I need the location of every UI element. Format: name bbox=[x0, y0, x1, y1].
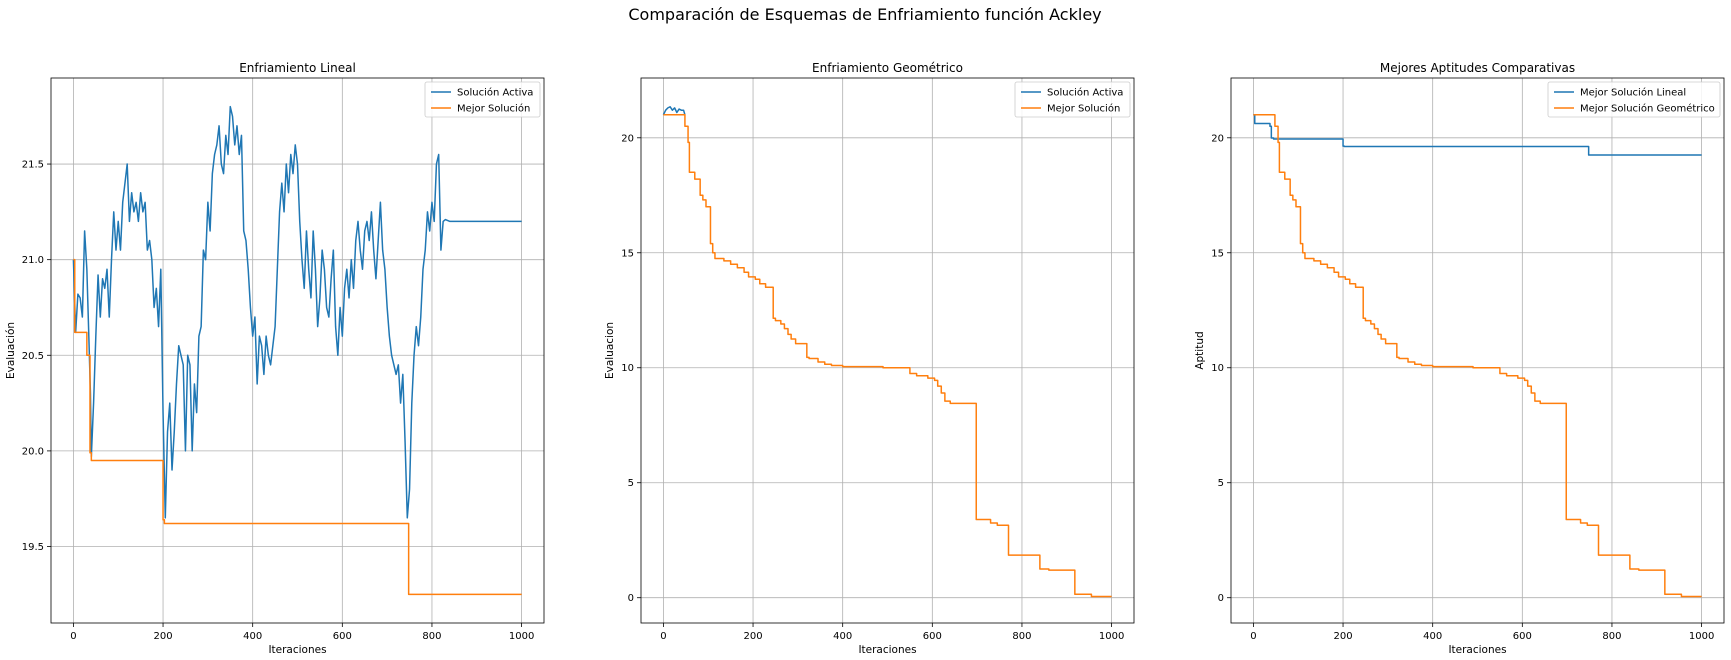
legend: Mejor Solución Lineal Mejor Solución Geom… bbox=[1547, 81, 1721, 118]
series-group bbox=[662, 105, 1112, 598]
y-tick-label: 0 bbox=[1218, 593, 1224, 604]
legend: Solución Activa Mejor Solución bbox=[1014, 81, 1131, 118]
x-tick-label: 0 bbox=[1250, 631, 1256, 642]
axes-frame bbox=[1230, 77, 1725, 624]
series-line-1 bbox=[662, 105, 686, 116]
series-line-2 bbox=[663, 114, 1112, 598]
y-tick-label: 20 bbox=[621, 133, 634, 144]
x-tick-label: 800 bbox=[422, 631, 441, 642]
x-axis-label: Iteraciones bbox=[268, 644, 326, 656]
figure-title: Comparación de Esquemas de Enfriamiento … bbox=[628, 5, 1101, 24]
chart-title: Enfriamiento Lineal bbox=[239, 61, 356, 75]
x-tick-label: 400 bbox=[243, 631, 262, 642]
y-tick-label: 20 bbox=[1211, 133, 1224, 144]
axes-frame bbox=[640, 77, 1135, 624]
axes-frame bbox=[50, 77, 545, 624]
x-tick-label: 600 bbox=[333, 631, 352, 642]
x-tick-label: 800 bbox=[1602, 631, 1621, 642]
series-line-1 bbox=[72, 105, 522, 519]
y-tick-label: 20.0 bbox=[22, 446, 44, 457]
x-tick-label: 1000 bbox=[509, 631, 534, 642]
chart-panel-1: 0 200 400 600 800 1000 19.5 20.0 20.5 21.0 21.5 Enf… bbox=[5, 61, 545, 656]
y-axis-label: Aptitud bbox=[1194, 331, 1206, 369]
y-tick-label: 10 bbox=[1211, 363, 1224, 374]
legend-box bbox=[424, 81, 541, 118]
x-tick-label: 600 bbox=[923, 631, 942, 642]
y-tick-label: 20.5 bbox=[22, 351, 44, 362]
y-tick-label: 0 bbox=[628, 593, 634, 604]
legend-entry-1: Mejor Solución Lineal bbox=[1580, 87, 1686, 99]
y-axis-label: Evaluación bbox=[5, 322, 17, 379]
chart-panel-2: 0 200 400 600 800 1000 0 5 10 15 20 Enfriamiento Ge… bbox=[604, 61, 1135, 656]
legend-entry-1: Solución Activa bbox=[457, 87, 533, 99]
legend-entry-2: Mejor Solución Geométrico bbox=[1580, 103, 1715, 115]
series-line-1 bbox=[1253, 114, 1702, 156]
legend-box bbox=[1014, 81, 1131, 118]
y-tick-label: 5 bbox=[628, 478, 634, 489]
legend: Solución Activa Mejor Solución bbox=[424, 81, 541, 118]
x-tick-label: 400 bbox=[833, 631, 852, 642]
y-tick-label: 5 bbox=[1218, 478, 1224, 489]
y-tick-label: 21.5 bbox=[22, 160, 44, 171]
y-tick-label: 15 bbox=[1211, 248, 1224, 259]
series-line-2 bbox=[1253, 114, 1702, 598]
y-tick-label: 15 bbox=[621, 248, 634, 259]
legend-box bbox=[1547, 81, 1721, 118]
chart-title: Enfriamiento Geométrico bbox=[812, 61, 963, 75]
legend-entry-2: Mejor Solución bbox=[1047, 103, 1120, 115]
y-axis-label: Evaluacion bbox=[604, 322, 616, 379]
y-tick-label: 21.0 bbox=[22, 255, 44, 266]
x-tick-label: 600 bbox=[1513, 631, 1532, 642]
x-tick-label: 1000 bbox=[1689, 631, 1714, 642]
y-tick-label: 10 bbox=[621, 363, 634, 374]
series-line-2 bbox=[73, 258, 522, 596]
series-group bbox=[72, 105, 522, 596]
legend-entry-1: Solución Activa bbox=[1047, 87, 1123, 99]
chart-title: Mejores Aptitudes Comparativas bbox=[1380, 61, 1575, 75]
y-tick-label: 19.5 bbox=[22, 542, 44, 553]
x-tick-label: 1000 bbox=[1099, 631, 1124, 642]
x-axis-label: Iteraciones bbox=[1448, 644, 1506, 656]
x-tick-label: 200 bbox=[1333, 631, 1352, 642]
chart-panel-3: 0 200 400 600 800 1000 0 5 10 15 20 Mejores Aptitud… bbox=[1194, 61, 1725, 656]
x-tick-label: 400 bbox=[1423, 631, 1442, 642]
x-tick-label: 0 bbox=[660, 631, 666, 642]
x-tick-label: 200 bbox=[153, 631, 172, 642]
x-tick-label: 800 bbox=[1012, 631, 1031, 642]
series-group bbox=[1253, 114, 1702, 598]
legend-entry-2: Mejor Solución bbox=[457, 103, 530, 115]
x-axis-label: Iteraciones bbox=[858, 644, 916, 656]
x-tick-label: 200 bbox=[743, 631, 762, 642]
x-tick-label: 0 bbox=[70, 631, 76, 642]
